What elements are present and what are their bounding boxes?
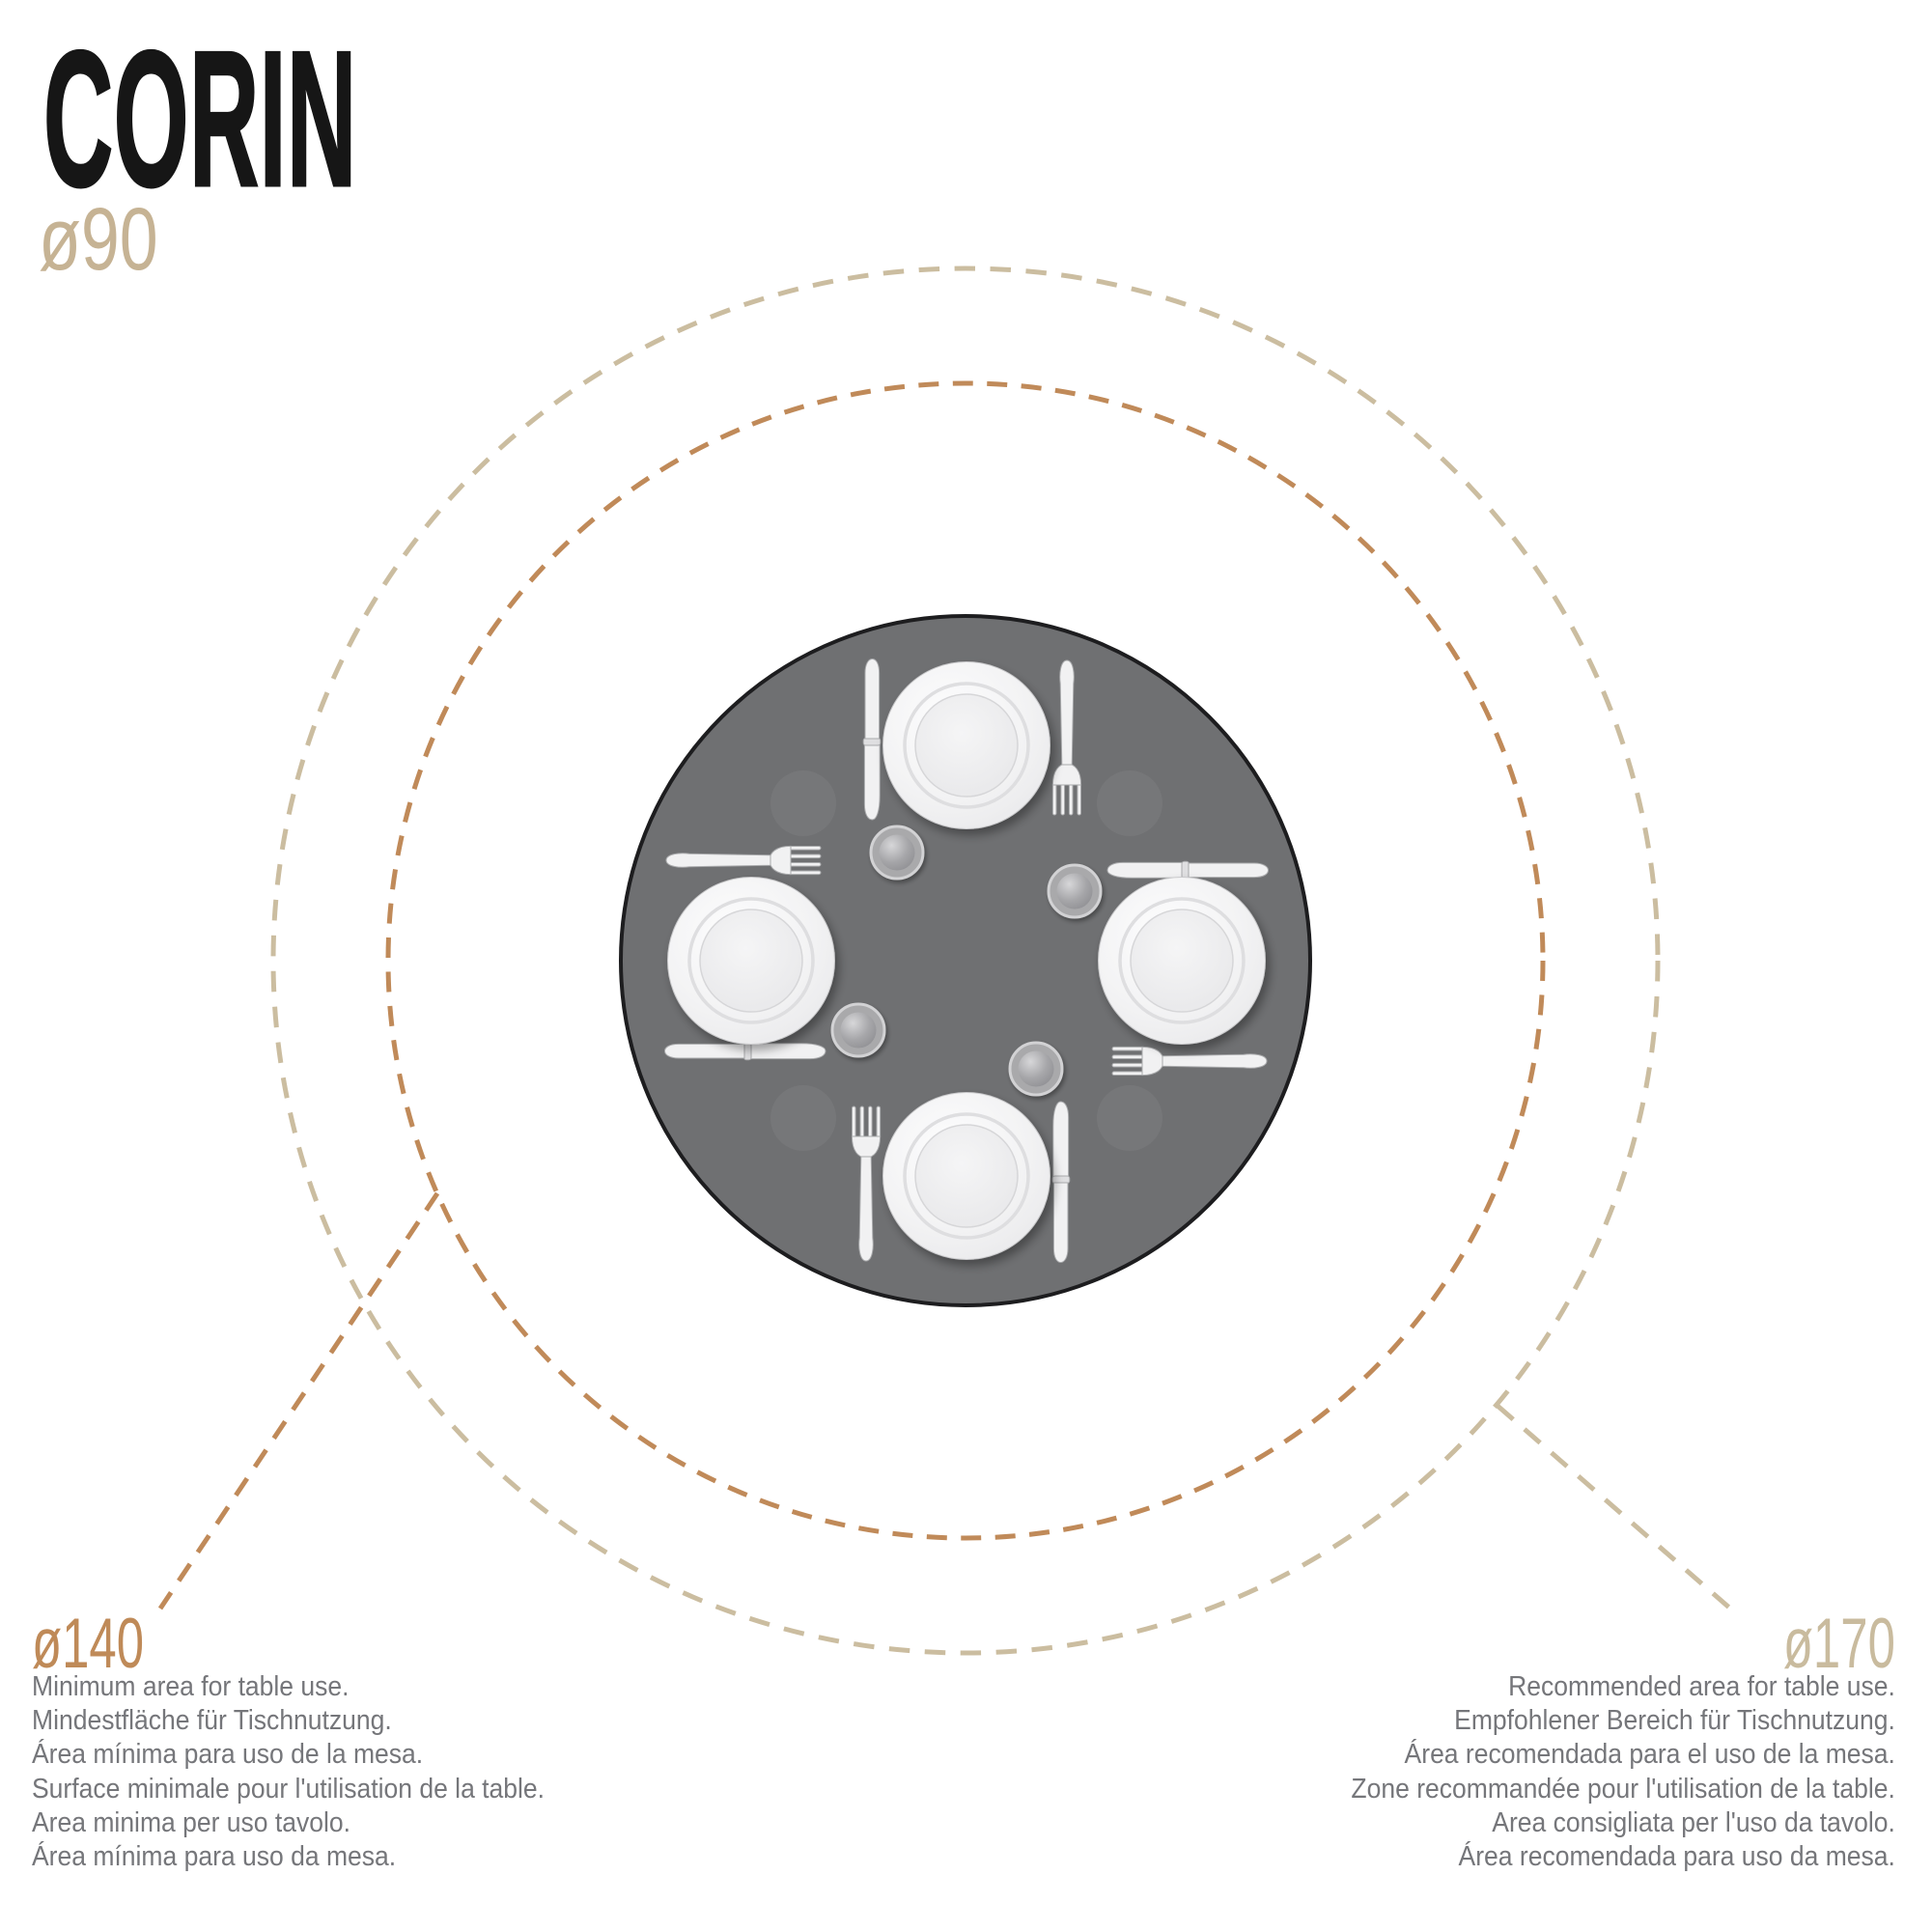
seat-shadow: [770, 1085, 836, 1151]
plate: [883, 662, 1050, 829]
min-area-diameter-label: ø140: [32, 1605, 145, 1683]
glass: [871, 826, 923, 879]
min-area-line-fr: Surface minimale pour l'utilisation de l…: [32, 1773, 546, 1805]
leader-line-recommended-area: [1496, 1404, 1739, 1616]
plate: [1099, 878, 1266, 1045]
seat-shadow: [770, 770, 836, 836]
recommended-area-line-pt: Área recomendada para uso da mesa.: [1458, 1841, 1895, 1873]
leader-line-min-area: [157, 1191, 440, 1610]
min-area-line-es: Área mínima para uso de la mesa.: [32, 1739, 424, 1771]
glass: [832, 1004, 884, 1056]
knife-icon: [862, 658, 882, 821]
recommended-area-line-it: Area consigliata per l'uso da tavolo.: [1492, 1806, 1895, 1838]
recommended-area-diameter-label: ø170: [1782, 1605, 1895, 1683]
seat-shadows: [770, 770, 1162, 1151]
recommended-area-line-es: Área recomendada para el uso de la mesa.: [1404, 1739, 1895, 1771]
glass: [1049, 865, 1101, 917]
product-title: CORIN: [42, 12, 357, 227]
minimum-area-circle: [385, 380, 1546, 1541]
min-area-line-de: Mindestfläche für Tischnutzung.: [32, 1705, 392, 1737]
glass: [1010, 1043, 1062, 1095]
min-area-line-en: Minimum area for table use.: [32, 1671, 350, 1702]
recommended-area-block: ø170 Recommended area for table use. Emp…: [1352, 1609, 1895, 1874]
table-surface: [619, 614, 1312, 1307]
min-area-line-it: Area minima per uso tavolo.: [32, 1806, 351, 1838]
min-area-line-pt: Área mínima para uso da mesa.: [32, 1841, 397, 1873]
knife-icon: [1106, 860, 1269, 880]
table-top-view: [619, 614, 1312, 1307]
knife-icon: [664, 1042, 826, 1061]
recommended-area-line-en: Recommended area for table use.: [1508, 1671, 1895, 1702]
plate: [883, 1093, 1050, 1260]
min-area-block: ø140 Minimum area for table use. Mindest…: [32, 1609, 545, 1874]
recommended-area-line-de: Empfohlener Bereich für Tischnutzung.: [1454, 1705, 1895, 1737]
product-diameter-label: ø90: [39, 190, 158, 289]
recommended-area-circle: [270, 266, 1661, 1656]
recommended-area-line-fr: Zone recommandée pour l'utilisation de l…: [1351, 1773, 1895, 1805]
seat-shadow: [1097, 770, 1162, 836]
seat-shadow: [1097, 1085, 1162, 1151]
knife-icon: [1051, 1101, 1071, 1263]
plate: [668, 878, 835, 1045]
